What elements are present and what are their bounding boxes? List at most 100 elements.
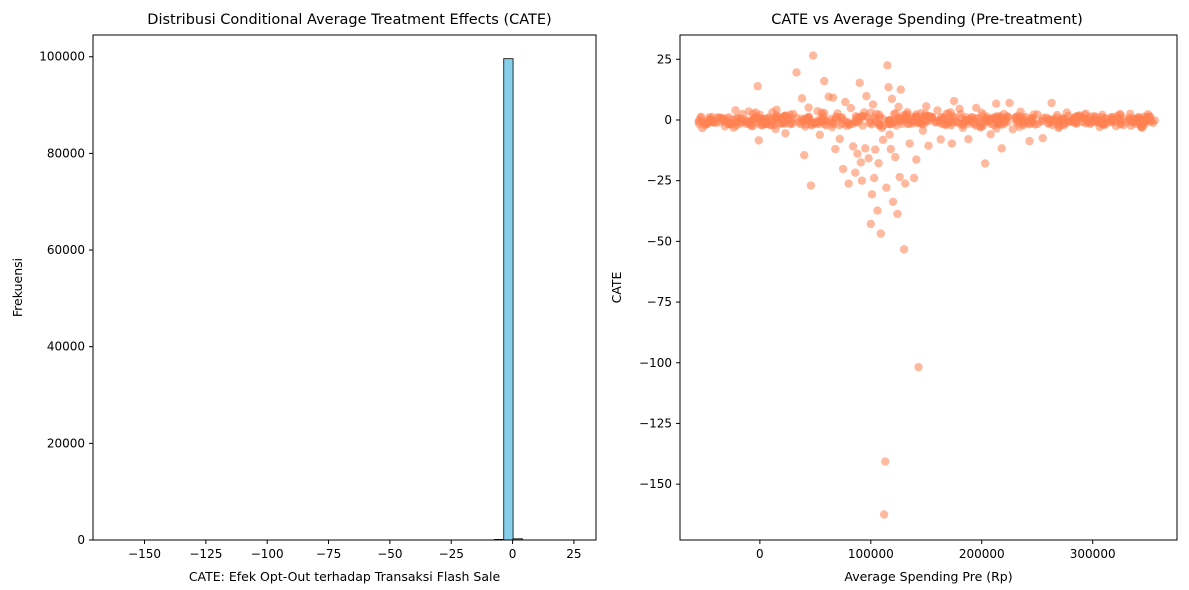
scatter-x-tick-label-0: 0 [756, 547, 764, 561]
scatter-y-tick-label-0: 25 [657, 52, 672, 66]
scatter-point-86 [887, 94, 897, 104]
scatter-point-46 [831, 144, 840, 154]
histogram-x-tick-label-7: 25 [566, 547, 581, 561]
scatter-x-tick-label-3: 300000 [1070, 547, 1116, 561]
scatter-point-71 [871, 145, 880, 154]
histogram-y-ticks: 0 20000 40000 60000 80000 100000 [39, 50, 93, 547]
scatter-point-121 [964, 134, 973, 144]
scatter-point-116 [949, 96, 959, 106]
scatter-point-103 [914, 362, 923, 372]
scatter-point-89 [891, 152, 900, 162]
scatter-point-55 [848, 142, 858, 151]
histogram-axes-frame [92, 34, 597, 541]
scatter-point-61 [857, 176, 867, 185]
scatter-point-134 [999, 109, 1009, 119]
scatter-point-28 [788, 109, 798, 119]
histogram-x-tick-label-3: −75 [316, 547, 341, 561]
scatter-point-78 [878, 135, 888, 145]
scatter-point-63 [861, 144, 870, 153]
scatter-point-7 [725, 118, 735, 128]
scatter-point-62 [859, 108, 869, 117]
scatter-point-151 [1047, 98, 1056, 108]
histogram-x-ticks: −150 −125 −100 −75 −50 −25 0 25 [128, 540, 582, 561]
scatter-point-119 [958, 123, 968, 132]
scatter-point-57 [852, 114, 861, 123]
scatter-point-27 [786, 118, 796, 128]
histogram-x-tick-label-2: −100 [251, 547, 284, 561]
histogram-bar-0 [503, 58, 514, 541]
scatter-point-16 [753, 82, 762, 91]
scatter-point-17 [754, 136, 763, 145]
scatter-point-33 [802, 114, 811, 123]
scatter-title: CATE vs Average Spending (Pre-treatment) [771, 12, 1083, 28]
histogram-y-tick-label-0: 0 [77, 533, 85, 547]
scatter-point-25 [781, 129, 790, 138]
scatter-point-45 [828, 93, 838, 102]
scatter-point-186 [1150, 116, 1160, 125]
scatter-point-37 [811, 118, 820, 127]
scatter-point-67 [866, 219, 876, 229]
scatter-point-41 [820, 76, 829, 86]
scatter-point-44 [826, 117, 836, 126]
scatter-point-140 [1016, 107, 1025, 116]
scatter-point-74 [874, 158, 883, 168]
scatter-point-99 [905, 139, 914, 148]
scatter-point-106 [922, 102, 931, 111]
scatter-point-132 [994, 118, 1003, 128]
scatter-point-136 [1005, 98, 1014, 108]
scatter-point-94 [896, 85, 905, 94]
scatter-point-73 [873, 206, 882, 215]
scatter-point-81 [882, 183, 891, 192]
scatter-point-129 [986, 130, 995, 139]
scatter-point-30 [794, 117, 803, 127]
scatter-point-77 [877, 123, 887, 133]
scatter-point-54 [846, 103, 856, 113]
scatter-point-band [885, 120, 895, 129]
scatter-point-148 [1038, 133, 1047, 143]
scatter-point-51 [841, 97, 850, 107]
scatter-point-113 [942, 120, 951, 129]
scatter-point-band [800, 122, 810, 131]
scatter-point-97 [901, 179, 910, 188]
scatter-point-19 [761, 119, 770, 129]
scatter-point-49 [837, 113, 847, 122]
scatter-panel: CATE vs Average Spending (Pre-treatment)… [609, 12, 1178, 584]
scatter-point-58 [853, 149, 862, 158]
scatter-point-34 [804, 103, 813, 112]
scatter-point-53 [844, 179, 853, 188]
histogram-x-tick-label-6: 0 [509, 547, 517, 561]
scatter-point-114 [944, 109, 953, 118]
scatter-point-82 [883, 61, 892, 70]
histogram-x-tick-label-5: −25 [439, 547, 464, 561]
scatter-point-137 [1008, 125, 1018, 134]
scatter-point-84 [885, 130, 894, 139]
scatter-point-117 [953, 118, 962, 127]
scatter-point-91 [893, 209, 902, 219]
scatter-point-66 [865, 118, 874, 128]
scatter-x-axis-label: Average Spending Pre (Rp) [844, 569, 1012, 584]
scatter-point-146 [1033, 110, 1042, 119]
scatter-point-101 [909, 173, 919, 183]
scatter-y-tick-label-3: −50 [647, 234, 672, 248]
scatter-point-104 [916, 108, 925, 118]
scatter-point-96 [899, 245, 909, 254]
histogram-y-tick-label-3: 60000 [47, 243, 85, 257]
scatter-point-110 [933, 106, 942, 115]
scatter-point-12 [744, 107, 753, 116]
histogram-y-tick-label-2: 40000 [47, 340, 85, 354]
scatter-point-38 [813, 107, 822, 116]
scatter-point-8 [731, 106, 740, 115]
scatter-point-124 [972, 103, 981, 113]
scatter-point-95 [897, 119, 907, 129]
scatter-point-85 [886, 144, 895, 154]
scatter-point-59 [855, 78, 864, 88]
histogram-y-tick-label-4: 80000 [47, 146, 85, 160]
scatter-axes-frame [679, 34, 1178, 541]
scatter-point-105 [918, 126, 928, 135]
scatter-point-70 [869, 173, 879, 183]
histogram-panel: Distribusi Conditional Average Treatment… [10, 12, 597, 584]
scatter-points [694, 51, 1160, 519]
scatter-point-31 [797, 94, 807, 103]
scatter-y-tick-label-5: −100 [639, 356, 672, 370]
